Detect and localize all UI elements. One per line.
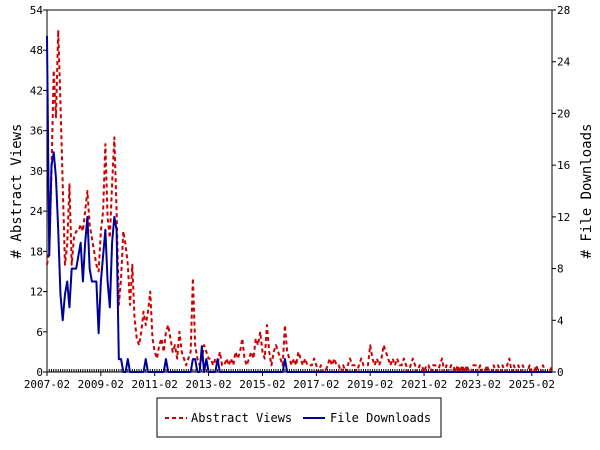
- legend-label-abstract-views: Abstract Views: [191, 411, 292, 425]
- y-right-tick-label: 8: [557, 263, 564, 276]
- x-tick-label: 2021-02: [401, 378, 447, 391]
- x-tick-label: 2015-02: [239, 378, 285, 391]
- y-right-tick-label: 4: [557, 314, 564, 327]
- y-right-tick-label: 20: [557, 107, 570, 120]
- series-line-file-downloads: [46, 35, 552, 373]
- y-left-tick-label: 24: [30, 205, 44, 218]
- y-left-tick-label: 30: [30, 165, 43, 178]
- y-left-tick-label: 48: [30, 44, 43, 57]
- x-tick-label: 2007-02: [24, 378, 70, 391]
- x-tick-label: 2013-02: [185, 378, 231, 391]
- y-right-tick-label: 12: [557, 211, 570, 224]
- y-right-tick-label: 0: [557, 366, 564, 379]
- legend-box: [156, 397, 442, 438]
- x-tick-label: 2011-02: [132, 378, 178, 391]
- y-right-tick-label: 24: [557, 56, 571, 69]
- y-axis-title-right: # File Downloads: [579, 124, 595, 259]
- x-tick-label: 2019-02: [347, 378, 393, 391]
- y-left-tick-label: 18: [30, 245, 43, 258]
- x-tick-label: 2025-02: [509, 378, 555, 391]
- series-layer: [46, 29, 553, 373]
- legend-label-file-downloads: File Downloads: [330, 411, 431, 425]
- y-right-axis: 0 4 8 12 16 20 24 28: [552, 4, 571, 379]
- x-tick-label: 2023-02: [455, 378, 501, 391]
- y-left-tick-label: 42: [30, 84, 43, 97]
- y-left-tick-label: 12: [30, 286, 43, 299]
- y-axis-title-left: # Abstract Views: [9, 124, 25, 259]
- y-left-axis: 0 6 12 18 24 30 36 42 48 54: [30, 4, 47, 379]
- series-line-abstract-views: [46, 29, 553, 373]
- y-left-tick-label: 6: [36, 326, 43, 339]
- y-left-tick-label: 0: [36, 366, 43, 379]
- legend: Abstract Views File Downloads: [156, 397, 442, 438]
- y-right-tick-label: 28: [557, 4, 570, 17]
- y-left-tick-label: 36: [30, 125, 43, 138]
- x-tick-label: 2017-02: [293, 378, 339, 391]
- y-right-tick-label: 16: [557, 159, 570, 172]
- y-left-tick-label: 54: [30, 4, 44, 17]
- x-tick-label: 2009-02: [78, 378, 124, 391]
